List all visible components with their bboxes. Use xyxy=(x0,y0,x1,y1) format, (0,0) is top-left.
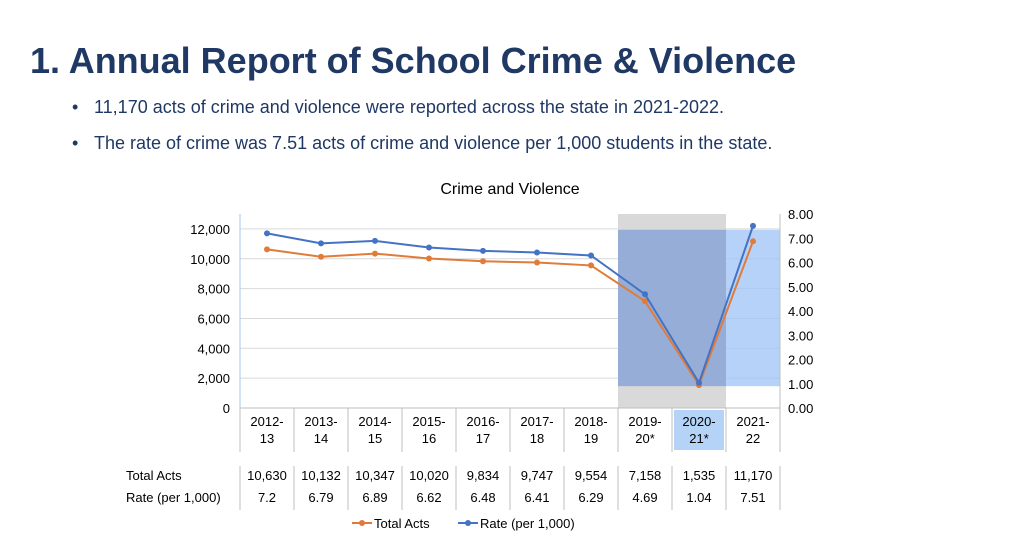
y-left-tick-label: 12,000 xyxy=(190,222,230,237)
y-right-tick-label: 1.00 xyxy=(788,377,813,392)
table-cell: 9,554 xyxy=(575,468,608,483)
x-tick-label-line1: 2016- xyxy=(466,414,499,429)
x-tick-label-line1: 2021- xyxy=(736,414,769,429)
y-right-tick-label: 3.00 xyxy=(788,328,813,343)
y-left-tick-label: 2,000 xyxy=(197,371,230,386)
table-cell: 7,158 xyxy=(629,468,662,483)
table-cell: 11,170 xyxy=(734,468,773,483)
x-tick-label-line1: 2018- xyxy=(574,414,607,429)
blue-highlight-band xyxy=(618,229,726,387)
x-tick-label-line2: 22 xyxy=(746,431,760,446)
rate-point xyxy=(642,291,648,298)
x-tick-label-line2: 15 xyxy=(368,431,382,446)
bullet-total-acts: 11,170 acts of crime and violence were r… xyxy=(72,96,772,118)
total-acts-point xyxy=(480,258,486,265)
table-cell: 6.29 xyxy=(578,490,603,505)
x-tick-label-line2: 18 xyxy=(530,431,544,446)
table-cell: 7.51 xyxy=(740,490,765,505)
x-tick-label-line1: 2017- xyxy=(520,414,553,429)
x-tick-label-line1: 2020- xyxy=(682,414,715,429)
total-acts-point xyxy=(750,238,756,245)
y-right-tick-label: 6.00 xyxy=(788,256,813,271)
total-acts-point xyxy=(264,246,270,253)
y-right-tick-label: 8.00 xyxy=(788,207,813,222)
slide-title: 1. Annual Report of School Crime & Viole… xyxy=(30,40,797,81)
x-tick-label-line2: 17 xyxy=(476,431,490,446)
rate-point xyxy=(750,222,756,229)
x-tick-label-line2: 16 xyxy=(422,431,436,446)
x-tick-label-line1: 2019- xyxy=(628,414,661,429)
y-left-tick-label: 8,000 xyxy=(197,282,230,297)
y-left-tick-label: 10,000 xyxy=(190,252,230,267)
table-cell: 4.69 xyxy=(632,490,657,505)
table-cell: 10,020 xyxy=(409,468,449,483)
table-cell: 6.79 xyxy=(308,490,333,505)
legend-label: Total Acts xyxy=(374,516,430,531)
y-right-tick-label: 7.00 xyxy=(788,231,813,246)
chart-title: Crime and Violence xyxy=(440,181,579,198)
x-tick-label-line2: 19 xyxy=(584,431,598,446)
bullet-rate: The rate of crime was 7.51 acts of crime… xyxy=(72,132,772,154)
table-row-header: Rate (per 1,000) xyxy=(126,490,221,505)
total-acts-point xyxy=(372,250,378,257)
rate-point xyxy=(318,240,324,247)
rate-point xyxy=(534,249,540,256)
total-acts-point xyxy=(426,255,432,262)
total-acts-line xyxy=(266,240,754,388)
x-tick-label-line1: 2012- xyxy=(250,414,283,429)
table-cell: 1,535 xyxy=(683,468,716,483)
rate-point xyxy=(264,230,270,237)
rate-line xyxy=(266,225,754,386)
table-row-header: Total Acts xyxy=(126,468,182,483)
highlighted-category-cell xyxy=(674,410,724,450)
x-tick-label-line2: 14 xyxy=(314,431,328,446)
table-cell: 6.89 xyxy=(362,490,387,505)
total-acts-point xyxy=(642,298,648,305)
total-acts-point xyxy=(534,259,540,266)
table-cell: 1.04 xyxy=(686,490,711,505)
table-cell: 10,132 xyxy=(301,468,341,483)
x-tick-label-line1: 2014- xyxy=(358,414,391,429)
x-tick-label-line2: 21* xyxy=(689,431,709,446)
y-left-tick-label: 4,000 xyxy=(197,341,230,356)
y-right-tick-label: 0.00 xyxy=(788,401,813,416)
y-right-tick-label: 4.00 xyxy=(788,304,813,319)
rate-point xyxy=(480,247,486,254)
y-right-tick-label: 5.00 xyxy=(788,280,813,295)
rate-point xyxy=(696,379,702,386)
y-left-tick-label: 0 xyxy=(223,401,230,416)
rate-point xyxy=(588,252,594,259)
x-tick-label-line2: 20* xyxy=(635,431,655,446)
x-tick-label-line1: 2013- xyxy=(304,414,337,429)
table-cell: 10,630 xyxy=(247,468,287,483)
legend-swatch-marker xyxy=(359,520,365,526)
table-cell: 9,834 xyxy=(467,468,500,483)
table-cell: 6.41 xyxy=(524,490,549,505)
table-cell: 7.2 xyxy=(258,490,276,505)
y-left-tick-label: 6,000 xyxy=(197,311,230,326)
table-cell: 9,747 xyxy=(521,468,554,483)
rate-point xyxy=(426,244,432,251)
table-cell: 10,347 xyxy=(355,468,395,483)
blue-highlight-band-right xyxy=(726,229,780,387)
x-tick-label-line2: 13 xyxy=(260,431,274,446)
rate-point xyxy=(372,237,378,244)
x-tick-label-line1: 2015- xyxy=(412,414,445,429)
bullet-list: 11,170 acts of crime and violence were r… xyxy=(72,96,772,168)
y-right-tick-label: 2.00 xyxy=(788,353,813,368)
table-cell: 6.62 xyxy=(416,490,441,505)
total-acts-point xyxy=(318,253,324,260)
legend-swatch-marker xyxy=(465,520,471,526)
table-cell: 6.48 xyxy=(470,490,495,505)
total-acts-point xyxy=(588,262,594,269)
legend-label: Rate (per 1,000) xyxy=(480,516,575,531)
